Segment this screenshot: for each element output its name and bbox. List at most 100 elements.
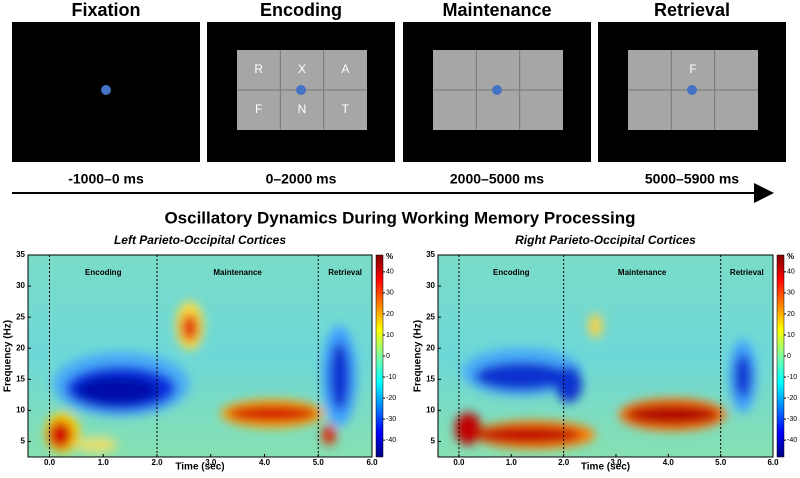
colorbar-tick-label: 20: [787, 311, 795, 318]
panel-title: Maintenance: [442, 0, 551, 20]
time-label: 5000–5900 ms: [645, 171, 739, 187]
y-tick-label: 10: [16, 405, 25, 414]
panel-title: Encoding: [260, 0, 342, 20]
phase-label: Retrieval: [328, 268, 362, 277]
heatmap-blob: [181, 313, 199, 342]
grid-letter: F: [689, 62, 696, 76]
colorbar-tick-label: -10: [787, 374, 797, 381]
colorbar-label: %: [787, 252, 794, 261]
x-tick-label: 0.0: [453, 458, 465, 467]
colorbar-tick-label: -30: [787, 416, 797, 423]
phase-label: Maintenance: [618, 268, 667, 277]
heatmap-bg: [28, 255, 372, 457]
x-tick-label: 2.0: [151, 458, 163, 467]
y-tick-label: 5: [21, 437, 26, 446]
y-tick-label: 5: [431, 437, 436, 446]
colorbar-tick-label: 30: [386, 290, 394, 297]
colorbar-tick-label: 30: [787, 290, 795, 297]
heatmap-blob: [734, 353, 752, 399]
grid-letter: X: [298, 62, 306, 76]
x-axis-label: Time (sec): [581, 462, 630, 473]
colorbar-label: %: [386, 252, 393, 261]
y-tick-label: 35: [16, 250, 25, 259]
x-tick-label: 3.0: [205, 458, 217, 467]
x-tick-label: 5.0: [715, 458, 727, 467]
x-tick-label: 6.0: [767, 458, 779, 467]
phase-label: Maintenance: [213, 268, 262, 277]
time-label: 0–2000 ms: [266, 171, 337, 187]
colorbar-tick-label: 10: [787, 332, 795, 339]
grid-letter: N: [298, 102, 307, 116]
heatmap-blob: [76, 436, 118, 453]
y-axis-label: Frequency (Hz): [413, 320, 424, 392]
colorbar-tick-label: 0: [386, 353, 390, 360]
heatmap-blob: [588, 313, 603, 338]
fixation-dot: [687, 85, 697, 95]
subtitle: Left Parieto-Occipital Cortices: [114, 233, 286, 247]
grid-letter: A: [341, 62, 349, 76]
colorbar-tick-label: 40: [787, 269, 795, 276]
heatmap-blobs: [45, 301, 357, 453]
subtitle: Right Parieto-Occipital Cortices: [515, 233, 696, 247]
heatmap: [28, 255, 372, 457]
main-title: Oscillatory Dynamics During Working Memo…: [164, 208, 635, 227]
heatmap-blob: [555, 366, 583, 403]
x-tick-label: 3.0: [610, 458, 622, 467]
panel-title: Retrieval: [654, 0, 730, 20]
colorbar: [776, 254, 785, 458]
time-label: 2000–5000 ms: [450, 171, 544, 187]
heatmap-blob: [329, 341, 350, 411]
y-axis-label: Frequency (Hz): [3, 320, 14, 392]
y-tick-label: 35: [426, 250, 435, 259]
y-tick-label: 15: [16, 374, 25, 383]
x-axis-label: Time (sec): [175, 462, 224, 473]
colorbar-tick-label: 20: [386, 311, 394, 318]
fixation-dot: [492, 85, 502, 95]
heatmap-blob: [322, 424, 336, 445]
x-tick-label: 4.0: [259, 458, 271, 467]
heatmap-blobs: [454, 313, 757, 449]
fixation-dot: [101, 85, 111, 95]
y-tick-label: 30: [16, 281, 25, 290]
heatmap-blob: [474, 425, 583, 444]
x-tick-label: 2.0: [558, 458, 570, 467]
colorbar-tick-label: -20: [787, 395, 797, 402]
colorbar: [375, 254, 384, 458]
heatmap-blob: [625, 404, 720, 425]
y-tick-label: 10: [426, 405, 435, 414]
heatmap-blob: [454, 412, 482, 445]
phase-label: Encoding: [493, 268, 530, 277]
x-tick-label: 1.0: [98, 458, 110, 467]
y-tick-label: 30: [426, 281, 435, 290]
grid-letter: F: [255, 102, 262, 116]
fixation-dot: [296, 85, 306, 95]
heatmap: [438, 255, 773, 457]
colorbar-tick-label: -10: [386, 374, 396, 381]
x-tick-label: 1.0: [506, 458, 518, 467]
colorbar-tick-label: 40: [386, 269, 394, 276]
grid-letter: R: [254, 62, 263, 76]
colorbar-tick-label: -20: [386, 395, 396, 402]
phase-label: Retrieval: [730, 268, 764, 277]
x-tick-label: 0.0: [44, 458, 56, 467]
plot-frame: [437, 254, 774, 458]
plot-frame: [27, 254, 373, 458]
heatmap-blob: [474, 362, 569, 391]
heatmap-blob: [48, 420, 73, 449]
colorbar-tick-label: -40: [386, 437, 396, 444]
y-tick-label: 25: [16, 312, 25, 321]
time-label: -1000–0 ms: [68, 171, 144, 187]
y-tick-label: 20: [426, 343, 435, 352]
colorbar-tick-label: -40: [787, 437, 797, 444]
y-tick-label: 20: [16, 343, 25, 352]
panel-title: Fixation: [71, 0, 140, 20]
x-tick-label: 4.0: [663, 458, 675, 467]
x-tick-label: 6.0: [366, 458, 378, 467]
phase-label: Encoding: [85, 268, 122, 277]
colorbar-tick-label: -30: [386, 416, 396, 423]
y-tick-label: 25: [426, 312, 435, 321]
y-tick-label: 15: [426, 374, 435, 383]
grid-letter: T: [342, 102, 350, 116]
colorbar-tick-label: 0: [787, 353, 791, 360]
